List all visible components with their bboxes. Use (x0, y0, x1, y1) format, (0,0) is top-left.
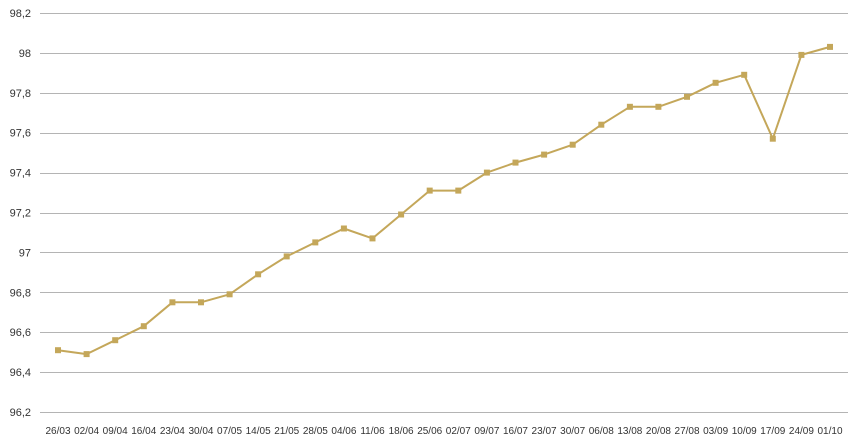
data-point (83, 351, 90, 358)
y-tick-label: 97,4 (10, 168, 31, 180)
x-tick-label: 25/06 (417, 426, 442, 437)
x-tick-label: 17/09 (760, 426, 785, 437)
data-point (712, 79, 719, 86)
data-point (769, 135, 776, 142)
x-tick-label: 23/07 (532, 426, 557, 437)
y-tick-label: 98 (19, 48, 31, 60)
data-point (569, 141, 576, 148)
x-tick-label: 02/04 (74, 426, 99, 437)
x-tick-label: 28/05 (303, 426, 328, 437)
x-tick-label: 16/07 (503, 426, 528, 437)
data-point (483, 169, 490, 176)
x-tick-label: 24/09 (789, 426, 814, 437)
x-tick-label: 23/04 (160, 426, 185, 437)
grid-lines (40, 13, 848, 413)
x-tick-label: 11/06 (360, 426, 385, 437)
y-tick-label: 96,8 (10, 287, 31, 299)
x-tick-label: 10/09 (732, 426, 757, 437)
x-axis-tick-labels: 26/03 02/04 09/04 16/04 23/04 30/04 07/05 14/05… (45, 426, 842, 437)
data-point (684, 93, 690, 100)
x-tick-label: 02/07 (446, 426, 471, 437)
series-0 (55, 43, 833, 358)
x-tick-label: 20/08 (646, 426, 671, 437)
x-tick-label: 07/05 (217, 426, 242, 437)
data-point (626, 103, 633, 110)
data-point (283, 253, 290, 260)
series-line (57, 45, 831, 356)
x-tick-label: 27/08 (675, 426, 700, 437)
data-point (226, 291, 233, 298)
data-point (340, 225, 347, 232)
y-tick-label: 96,4 (10, 367, 31, 379)
data-point (312, 239, 319, 246)
x-tick-label: 26/03 (45, 426, 70, 437)
data-point (512, 159, 519, 166)
data-point (655, 103, 662, 110)
data-point (598, 121, 605, 128)
x-tick-label: 09/07 (474, 426, 499, 437)
data-point (827, 43, 833, 50)
data-point (369, 235, 376, 242)
x-tick-label: 09/04 (103, 426, 128, 437)
data-point (798, 51, 805, 58)
x-tick-label: 21/05 (274, 426, 299, 437)
y-axis-tick-labels: 96,2 96,4 96,6 96,8 97 97,2 97,4 97,6 97,8 98 98,2 (10, 8, 31, 419)
y-tick-label: 96,2 (10, 407, 31, 419)
data-point (255, 271, 262, 278)
x-tick-label: 16/04 (131, 426, 156, 437)
x-tick-label: 01/10 (817, 426, 842, 437)
x-tick-label: 03/09 (703, 426, 728, 437)
data-point (541, 151, 548, 158)
y-tick-label: 97,2 (10, 208, 31, 220)
data-point (398, 211, 405, 218)
y-tick-label: 97,6 (10, 128, 31, 140)
x-tick-label: 04/06 (331, 426, 356, 437)
y-tick-label: 98,2 (10, 8, 31, 20)
data-point (426, 187, 433, 194)
x-tick-label: 06/08 (589, 426, 614, 437)
x-tick-label: 14/05 (246, 426, 271, 437)
x-tick-label: 13/08 (617, 426, 642, 437)
data-point (112, 337, 119, 344)
x-tick-label: 18/06 (389, 426, 414, 437)
data-point (741, 71, 748, 78)
data-point (455, 187, 462, 194)
data-point (140, 323, 147, 330)
data-point (55, 347, 61, 354)
x-tick-label: 30/07 (560, 426, 585, 437)
data-point (198, 299, 204, 306)
y-tick-label: 97,8 (10, 88, 31, 100)
data-point (169, 299, 176, 306)
x-tick-label: 30/04 (188, 426, 213, 437)
y-tick-label: 97 (19, 247, 31, 259)
y-tick-label: 96,6 (10, 327, 31, 339)
